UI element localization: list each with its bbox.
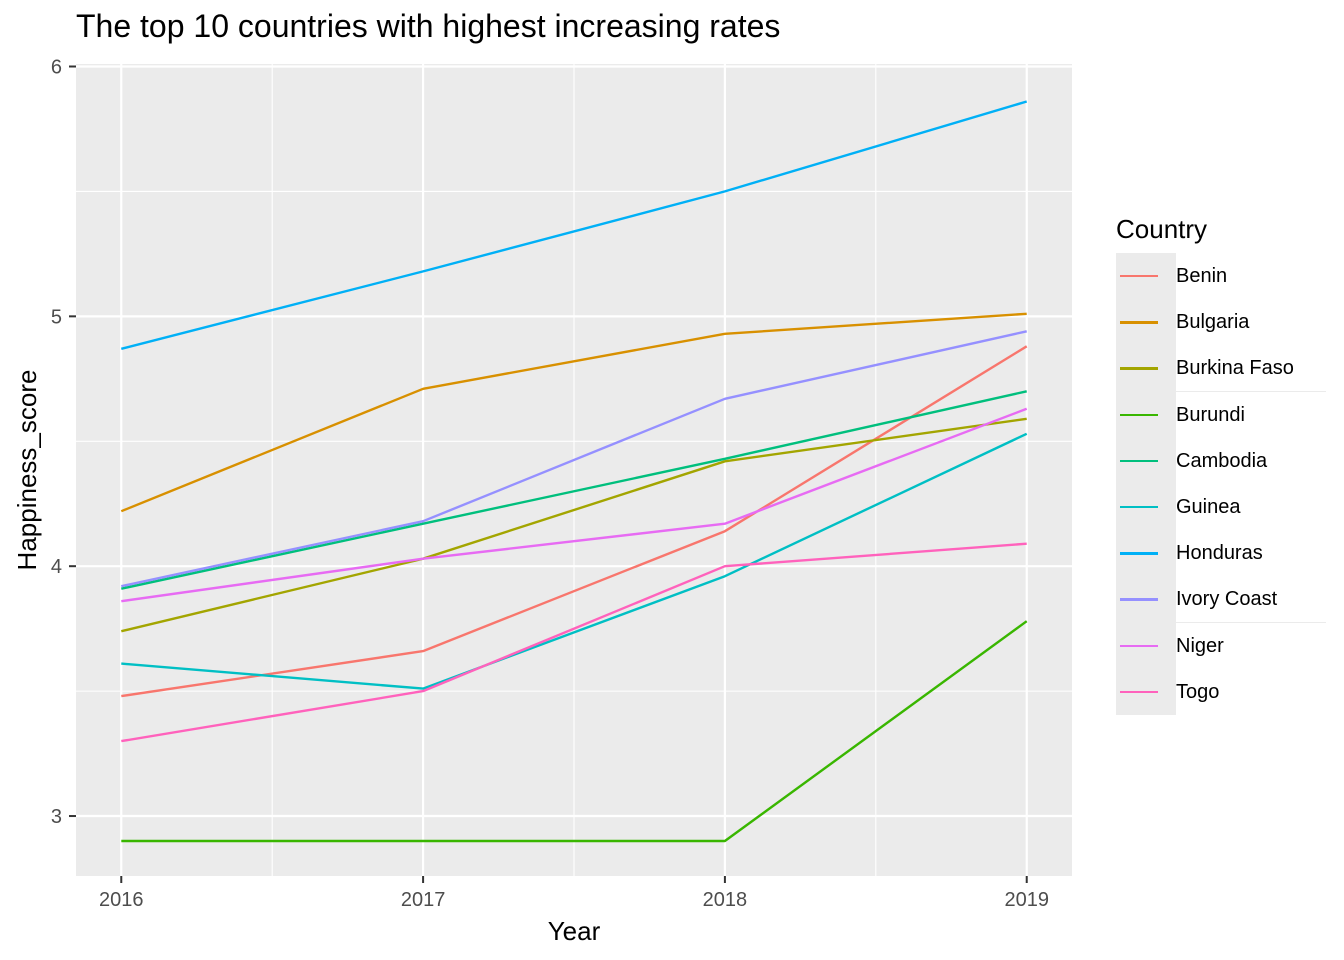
series-lines [120,100,1028,843]
y-tick-label: 5 [51,306,62,328]
legend-item: Bulgaria [1116,299,1326,346]
legend-label: Niger [1176,622,1326,669]
legend-label: Guinea [1176,484,1326,531]
legend-swatch [1120,598,1158,601]
legend-swatch [1120,275,1158,278]
legend-swatch [1120,552,1158,555]
legend-swatch [1120,459,1158,463]
y-axis-title: Happiness_score [12,370,42,571]
x-axis-ticks: 2016 2017 2018 2019 [99,876,1049,911]
legend-item: Cambodia [1116,437,1326,484]
legend-item: Guinea [1116,484,1326,531]
legend-title: Country [1116,214,1208,244]
legend-keys: Benin Bulgaria Burkina Faso Burundi Cambodia… [1116,253,1326,715]
series-line-ivory-coast [121,330,1027,588]
legend-key [1116,437,1162,484]
legend-swatch [1120,413,1158,417]
x-tick-label: 2017 [401,889,446,911]
minor-gridlines [76,64,1072,876]
legend-swatch [1120,367,1158,370]
series-line-cambodia [121,390,1027,590]
legend-key [1116,345,1162,392]
x-tick-label: 2019 [1004,889,1049,911]
legend-item: Burundi [1116,391,1326,438]
series-line-honduras [121,100,1028,350]
legend-label: Cambodia [1176,437,1326,484]
legend-item: Benin [1116,253,1326,300]
legend-key [1116,299,1162,346]
legend-swatch [1120,644,1158,647]
legend-label: Burkina Faso [1176,345,1326,392]
legend-item: Togo [1116,668,1326,715]
legend-key [1116,253,1162,300]
legend-label: Ivory Coast [1176,576,1326,623]
legend-key [1116,391,1162,438]
y-tick-label: 3 [51,806,62,828]
legend-label: Bulgaria [1176,299,1326,346]
series-line-burundi [121,620,1028,843]
y-axis-ticks: 3 4 5 6 [51,56,76,828]
chart-title: The top 10 countries with highest increa… [76,8,781,44]
legend-item: Honduras [1116,530,1326,577]
series-line-togo [121,542,1027,743]
legend-swatch [1120,506,1158,509]
x-tick-label: 2018 [703,889,748,911]
series-line-guinea [121,432,1028,690]
legend-label: Burundi [1176,391,1326,438]
legend-swatch [1120,321,1158,324]
series-line-benin [121,345,1028,698]
y-tick-label: 4 [51,556,62,578]
series-line-bulgaria [120,312,1027,513]
legend-key [1116,622,1162,669]
series-line-niger [121,407,1028,603]
legend-label: Honduras [1176,530,1326,577]
legend-key [1116,576,1162,623]
x-axis-title: Year [548,916,601,946]
legend-item: Ivory Coast [1116,576,1326,623]
x-tick-label: 2016 [99,889,144,911]
series-line-burkina-faso [121,417,1027,633]
legend-key [1116,530,1162,577]
legend-label: Benin [1176,253,1326,300]
legend-item: Burkina Faso [1116,345,1326,392]
legend-label: Togo [1176,668,1326,715]
legend-key [1116,668,1162,715]
legend: Country Benin Bulgaria Burkina Faso Burundi… [1116,214,1326,720]
legend-swatch [1120,690,1158,694]
y-tick-label: 6 [51,56,62,78]
legend-item: Niger [1116,622,1326,669]
legend-key [1116,484,1162,531]
